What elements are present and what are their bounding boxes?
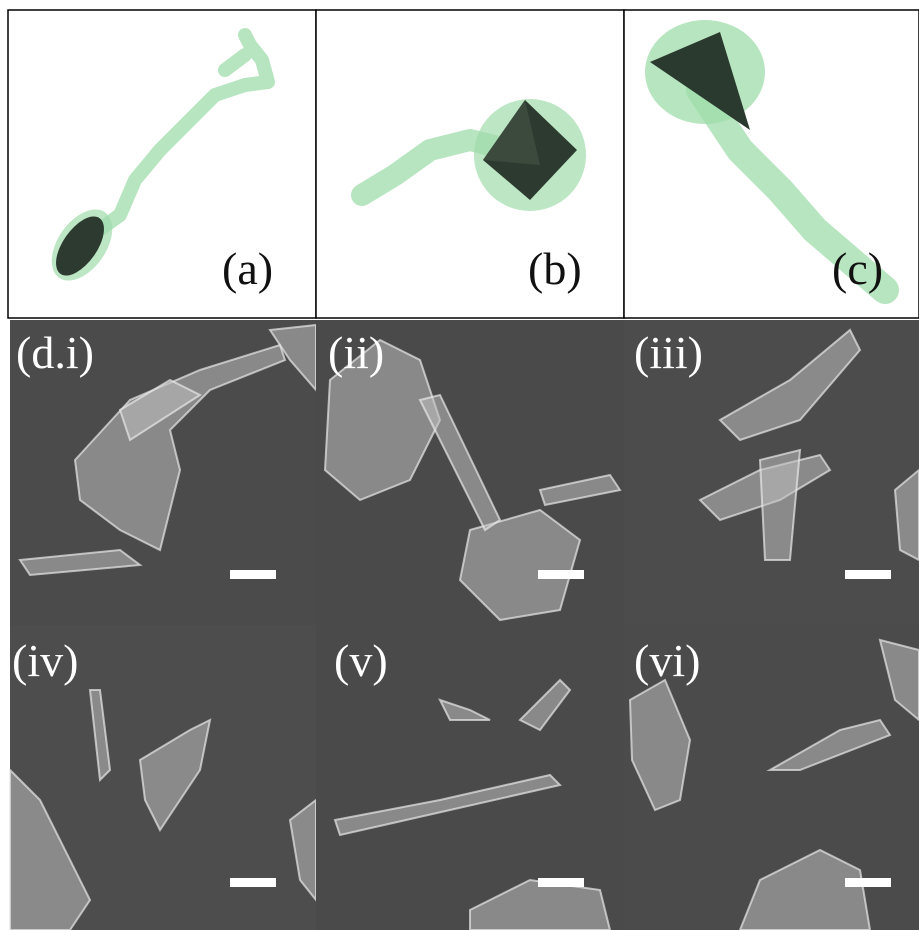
panel-label: (b) [528,243,582,294]
panel-label: (iv) [12,635,78,686]
panel-label: (d.i) [16,327,94,378]
scale-bar [845,570,891,579]
scale-bar [538,570,584,579]
panel-label: (vi) [634,635,700,686]
scale-bar [230,878,276,887]
figure: (a) (b) (c) [0,0,919,930]
panel-label: (v) [334,635,388,686]
panel-label: (a) [222,243,273,294]
panel-label: (ii) [328,327,384,378]
panel-label: (c) [832,243,883,294]
panel-label: (iii) [634,327,703,378]
scale-bar [538,878,584,887]
scale-bar [845,878,891,887]
scale-bar [230,570,276,579]
